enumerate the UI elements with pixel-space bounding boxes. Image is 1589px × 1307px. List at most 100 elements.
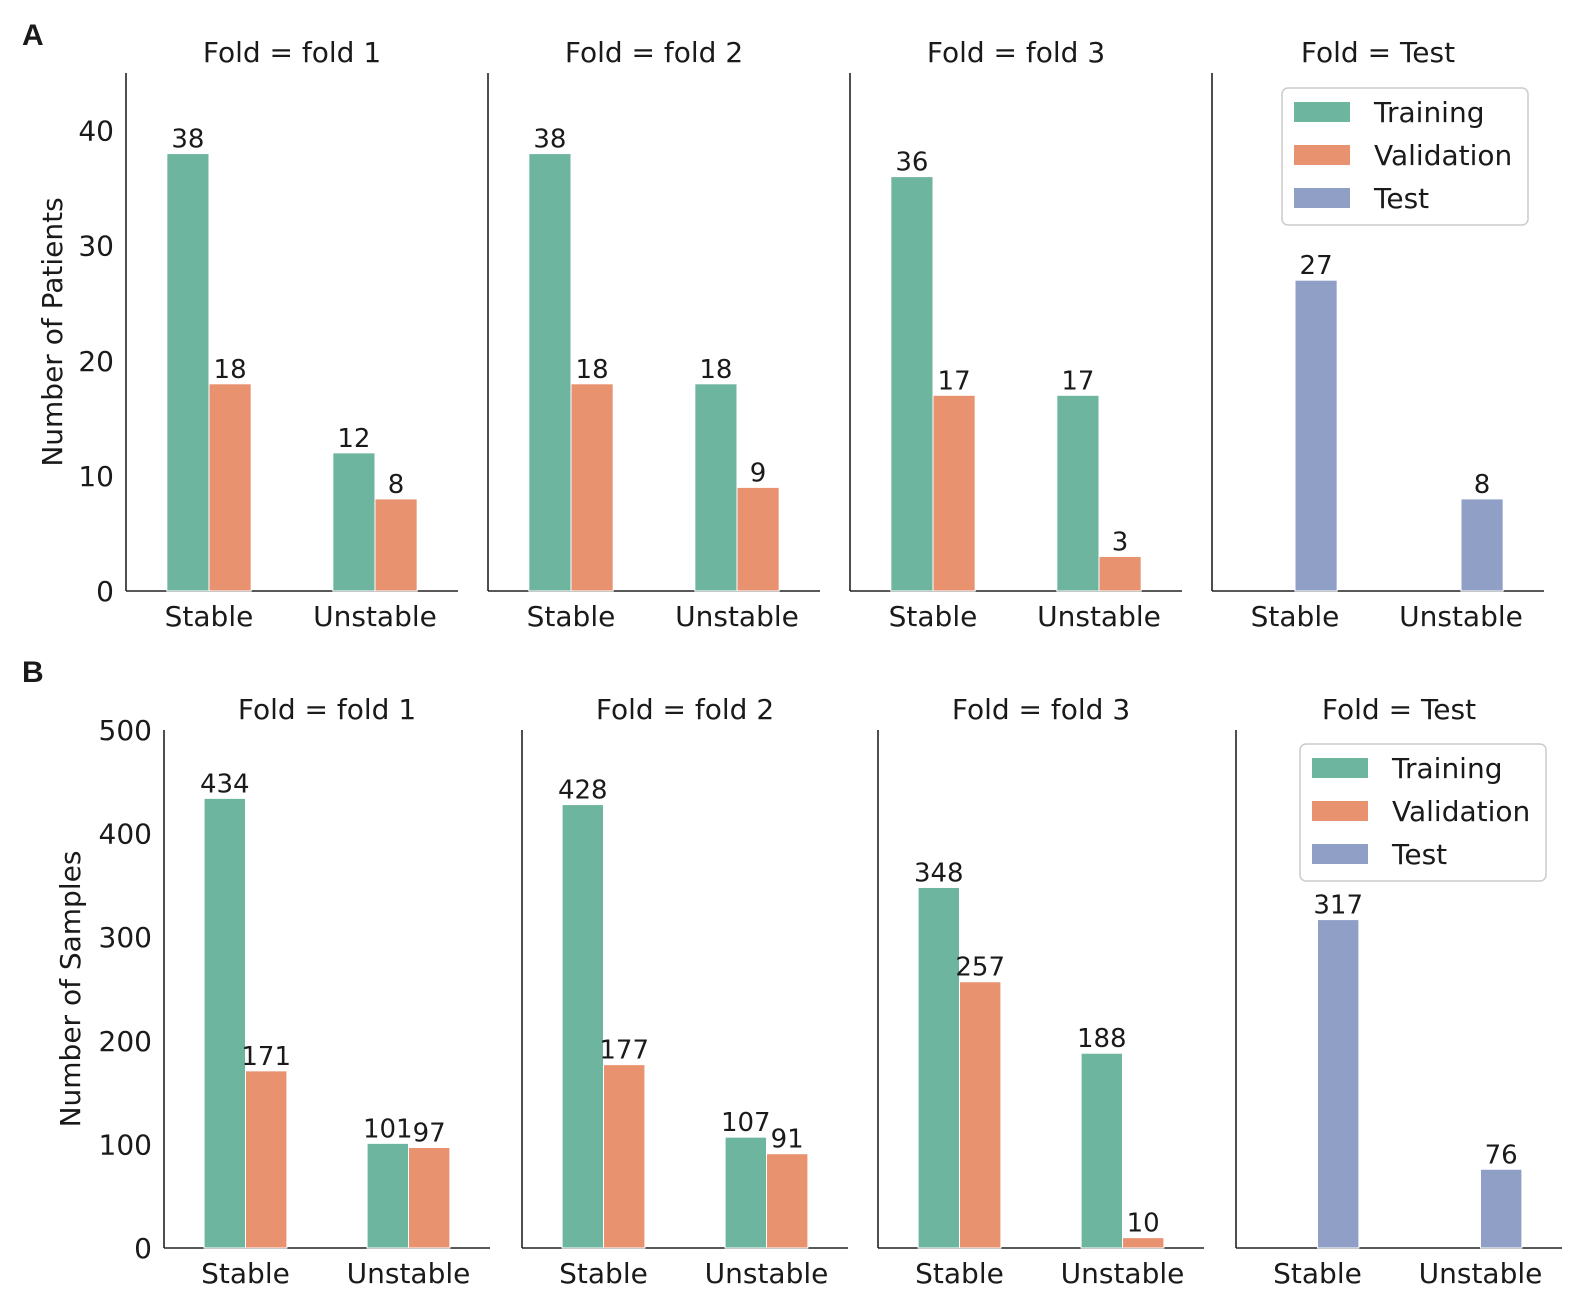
data-label: 91 <box>771 1125 804 1155</box>
panel-letter-b: B <box>22 656 44 689</box>
facet-2: Fold = fold 2 428 107 177 91 Stable Unstable <box>521 693 848 1290</box>
x-tick-label: Stable <box>527 600 616 633</box>
y-tick-label: 30 <box>78 230 114 263</box>
x-tick-label: Stable <box>1273 1257 1362 1290</box>
facet-3: Fold = fold 3 348 188 257 10 Stable Unstable <box>877 693 1204 1290</box>
bar-training-stable <box>528 153 572 592</box>
bar-training-unstable <box>1056 394 1100 592</box>
data-label: 18 <box>576 355 609 385</box>
bar-validation-stable <box>208 383 252 592</box>
facet-title: Fold = Test <box>1301 36 1455 69</box>
bar-test-stable <box>1317 919 1360 1249</box>
x-tick-label: Unstable <box>313 600 437 633</box>
bar-validation-unstable <box>736 486 780 592</box>
legend-swatch-validation <box>1312 801 1368 821</box>
facet-title: Fold = fold 3 <box>927 36 1105 69</box>
chart-panel-b: Number of Samples 0 100 200 300 400 500 Fold = … <box>54 693 1562 1290</box>
bar-training-unstable <box>366 1142 409 1249</box>
data-label: 17 <box>938 366 971 396</box>
facet-4: Fold = Test 27 8 Stable Unstable <box>1211 36 1544 633</box>
data-label: 76 <box>1485 1140 1518 1170</box>
legend-label: Validation <box>1374 139 1512 172</box>
data-label: 177 <box>599 1036 649 1066</box>
bar-test-unstable <box>1460 498 1504 592</box>
bar-validation-stable <box>245 1070 288 1249</box>
chart-panel-a: Number of Patients 0 10 20 30 40 Fold = fold 1… <box>36 36 1544 633</box>
x-tick-label: Stable <box>165 600 254 633</box>
bar-training-stable <box>166 153 210 592</box>
y-tick-label: 10 <box>78 460 114 493</box>
data-label: 18 <box>214 355 247 385</box>
legend-swatch-training <box>1312 758 1368 778</box>
data-label: 10 <box>1127 1209 1160 1239</box>
bar-training-stable <box>203 797 247 1249</box>
y-tick-label: 100 <box>99 1128 152 1161</box>
x-tick-label: Unstable <box>1419 1257 1543 1290</box>
x-tick-label: Unstable <box>1061 1257 1185 1290</box>
bar-validation-stable <box>570 383 614 592</box>
data-label: 27 <box>1300 251 1333 281</box>
bar-validation-unstable <box>408 1147 451 1249</box>
legend-swatch-test <box>1312 844 1368 864</box>
legend: Training Validation Test <box>1299 743 1547 882</box>
data-label: 428 <box>558 776 608 806</box>
facet-title: Fold = fold 2 <box>565 36 743 69</box>
x-tick-label: Unstable <box>1037 600 1161 633</box>
x-tick-label: Unstable <box>347 1257 471 1290</box>
y-axis-label: Number of Samples <box>54 851 87 1128</box>
bar-test-stable <box>1294 279 1338 592</box>
panel-letter-a: A <box>22 19 44 52</box>
y-tick-label: 400 <box>99 818 152 851</box>
bar-training-unstable <box>332 452 376 592</box>
bar-validation-stable <box>959 981 1002 1249</box>
facet-1: Fold = fold 1 434 101 171 97 Stable Unstable <box>163 693 490 1290</box>
legend-swatch-test <box>1294 188 1350 208</box>
data-label: 3 <box>1112 527 1129 557</box>
facet-title: Fold = fold 3 <box>952 693 1130 726</box>
legend-label: Test <box>1391 838 1447 871</box>
x-tick-label: Stable <box>201 1257 290 1290</box>
data-label: 38 <box>533 125 566 155</box>
facet-1: Fold = fold 1 38 12 18 8 Stable Unstable <box>125 36 458 633</box>
facet-title: Fold = fold 1 <box>238 693 416 726</box>
bar-training-unstable <box>724 1136 768 1249</box>
legend-label: Validation <box>1392 795 1530 828</box>
x-tick-label: Stable <box>559 1257 648 1290</box>
x-tick-label: Unstable <box>675 600 799 633</box>
legend-label: Training <box>1373 96 1484 129</box>
legend: Training Validation Test <box>1281 87 1529 226</box>
legend-swatch-training <box>1294 102 1350 122</box>
data-label: 434 <box>200 769 250 799</box>
bar-test-unstable <box>1480 1168 1523 1249</box>
bar-validation-unstable <box>1122 1237 1165 1249</box>
data-label: 101 <box>363 1114 413 1144</box>
y-axis-label: Number of Patients <box>36 197 69 466</box>
y-tick-label: 200 <box>99 1025 152 1058</box>
data-label: 9 <box>750 458 767 488</box>
legend-label: Test <box>1373 182 1429 215</box>
y-tick-label: 40 <box>78 115 114 148</box>
legend-label: Training <box>1391 752 1502 785</box>
y-tick-label: 0 <box>134 1232 152 1265</box>
bar-validation-stable <box>603 1064 646 1249</box>
x-tick-label: Stable <box>889 600 978 633</box>
facet-title: Fold = fold 2 <box>596 693 774 726</box>
y-tick-label: 300 <box>99 921 152 954</box>
data-label: 171 <box>241 1042 291 1072</box>
data-label: 188 <box>1077 1024 1127 1054</box>
bar-training-stable <box>561 804 605 1249</box>
data-label: 97 <box>413 1119 446 1149</box>
x-tick-label: Stable <box>1251 600 1340 633</box>
y-tick-label: 20 <box>78 345 114 378</box>
data-label: 8 <box>1474 470 1491 500</box>
x-tick-label: Unstable <box>1399 600 1523 633</box>
data-label: 317 <box>1313 891 1363 921</box>
bar-training-stable <box>917 886 961 1249</box>
bar-training-unstable <box>1080 1052 1124 1249</box>
data-label: 8 <box>388 470 405 500</box>
bar-training-unstable <box>694 383 738 592</box>
data-label: 348 <box>914 858 964 888</box>
bar-training-stable <box>890 176 934 592</box>
x-tick-label: Stable <box>915 1257 1004 1290</box>
